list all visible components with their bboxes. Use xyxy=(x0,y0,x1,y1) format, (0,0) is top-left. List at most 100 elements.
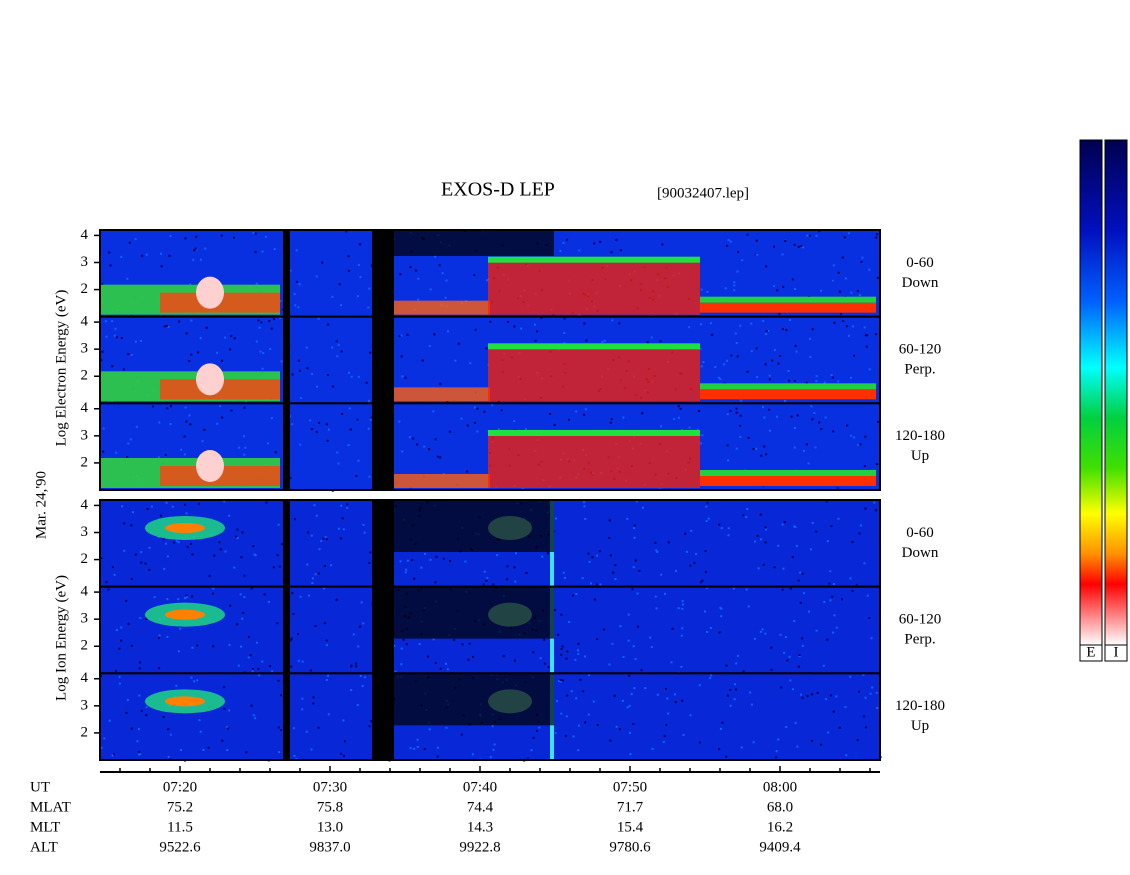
spectrogram-texture xyxy=(874,509,877,512)
spectrogram-texture xyxy=(841,256,844,259)
spectrogram-texture xyxy=(797,245,800,248)
spectrogram-texture xyxy=(297,359,300,362)
spectrogram-texture xyxy=(578,249,581,252)
spectrogram-texture xyxy=(799,601,802,604)
spectrogram-texture xyxy=(295,280,298,283)
spectrogram-texture xyxy=(783,521,786,524)
spectrogram-texture xyxy=(341,517,344,520)
spectrogram-texture xyxy=(641,506,644,509)
spectrogram-texture xyxy=(720,607,723,610)
spectrogram-texture xyxy=(829,570,832,573)
spectrogram-texture xyxy=(853,436,856,439)
spectrogram-texture xyxy=(406,559,409,562)
spectrogram-texture xyxy=(326,374,329,377)
spectrogram-texture xyxy=(126,277,129,280)
y-tick-label: 4 xyxy=(81,227,89,243)
spectrogram-texture xyxy=(755,239,758,242)
spectrogram-texture xyxy=(761,628,764,631)
spectrogram-texture xyxy=(666,697,669,700)
data-gap xyxy=(372,673,394,760)
spectrogram-texture xyxy=(782,285,785,288)
spectrogram-texture xyxy=(735,447,738,450)
spectrogram-texture xyxy=(125,599,128,602)
spectrogram-texture xyxy=(355,665,358,668)
spectrogram-texture xyxy=(873,501,876,504)
spectrogram-texture xyxy=(298,283,301,286)
panel xyxy=(99,672,882,762)
spectrogram-texture xyxy=(689,564,692,567)
spectrogram-texture xyxy=(791,556,794,559)
spectrogram-texture xyxy=(219,548,222,551)
panel xyxy=(99,585,881,676)
spectrogram-texture xyxy=(250,587,253,590)
spectrogram-texture xyxy=(864,507,867,510)
spectrogram-texture xyxy=(810,739,813,742)
data-gap xyxy=(372,586,394,674)
spectrogram-texture xyxy=(850,434,853,437)
spectrogram-texture xyxy=(159,514,162,517)
spectrogram-texture xyxy=(724,287,727,290)
spectrogram-texture xyxy=(139,616,142,619)
spectrogram-texture xyxy=(746,233,749,236)
spectrogram-texture xyxy=(236,623,239,626)
spectrogram-texture xyxy=(165,542,168,545)
spectrogram-texture xyxy=(191,646,194,649)
spectrogram-texture xyxy=(661,243,664,246)
spectrogram-texture xyxy=(365,381,368,384)
spectrogram-texture xyxy=(279,729,282,732)
spectrogram-texture xyxy=(496,554,499,557)
spectrogram-texture xyxy=(711,333,714,336)
spectrogram-texture xyxy=(789,587,792,590)
spectrogram-texture xyxy=(754,540,757,543)
data-gap xyxy=(372,230,394,317)
spectrogram-texture xyxy=(402,638,405,641)
spectrogram-texture xyxy=(778,312,781,315)
spectrogram-texture xyxy=(684,532,687,535)
spectrogram-texture xyxy=(394,670,397,673)
spectrogram-texture xyxy=(773,349,776,352)
spectrogram-texture xyxy=(826,638,829,641)
spectrogram-texture xyxy=(370,416,373,419)
spectrogram-texture xyxy=(162,715,165,718)
spectrogram-texture xyxy=(794,344,797,347)
spectrogram-texture xyxy=(400,663,403,666)
spectrogram-texture xyxy=(793,619,796,622)
spectrogram-texture xyxy=(725,664,728,667)
spectrogram-texture xyxy=(593,598,596,601)
spectrogram-texture xyxy=(134,553,137,556)
spectrogram-texture xyxy=(442,557,445,560)
spectrogram-texture xyxy=(695,553,698,556)
spectrogram-band xyxy=(165,696,205,707)
spectrogram-texture xyxy=(568,621,571,624)
spectrogram-texture xyxy=(277,523,280,526)
spectrogram-texture xyxy=(520,327,523,330)
spectrogram-texture xyxy=(164,453,167,456)
spectrogram-texture xyxy=(216,351,219,354)
spectrogram-band xyxy=(700,476,876,486)
spectrogram-texture xyxy=(622,655,625,658)
spectrogram-texture xyxy=(324,536,327,539)
spectrogram-texture xyxy=(184,237,187,240)
spectrogram-texture xyxy=(325,679,328,682)
spectrogram-texture xyxy=(476,430,479,433)
spectrogram-texture xyxy=(325,644,328,647)
spectrogram-texture xyxy=(406,333,409,336)
spectrogram-texture xyxy=(719,378,722,381)
spectrogram-texture xyxy=(489,320,492,323)
spectrogram-texture xyxy=(844,706,847,709)
spectrogram-texture xyxy=(289,639,292,642)
spectrogram-texture xyxy=(350,664,353,667)
spectrogram-texture xyxy=(591,556,594,559)
colorbar-label: E xyxy=(1086,644,1095,660)
spectrogram-texture xyxy=(140,339,143,342)
spectrogram-texture xyxy=(482,583,485,586)
spectrogram-texture xyxy=(571,594,574,597)
spectrogram-texture xyxy=(871,686,874,689)
spectrogram-texture xyxy=(830,374,833,377)
spectrogram-texture xyxy=(118,675,121,678)
spectrogram-texture xyxy=(831,595,834,598)
spectrogram-texture xyxy=(811,693,814,696)
spectrogram-texture xyxy=(502,655,505,658)
spectrogram-texture xyxy=(401,375,404,378)
spectrogram-texture xyxy=(720,527,723,530)
